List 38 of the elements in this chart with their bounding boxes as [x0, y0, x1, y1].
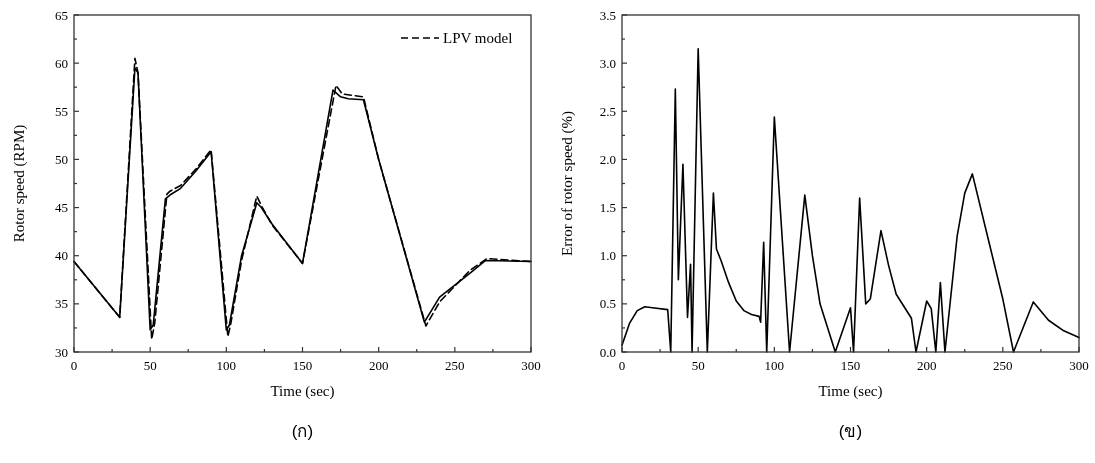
y-axis-title: Error of rotor speed (%)	[559, 111, 576, 256]
y-tick-label: 0.0	[599, 344, 616, 360]
legend-label: LPV model	[443, 30, 513, 46]
x-tick-label: 300	[1069, 358, 1089, 373]
text: (ข)	[838, 422, 863, 441]
y-tick-label: 60	[55, 55, 68, 71]
x-tick-label: 150	[292, 358, 313, 373]
y-tick-label: 45	[55, 200, 68, 216]
x-tick-label: 50	[691, 358, 705, 373]
x-tick-label: 250	[445, 358, 465, 373]
y-axis-title: Rotor speed (RPM)	[11, 124, 28, 243]
y-tick-label: 2.5	[599, 103, 616, 119]
y-tick-label: 3.5	[599, 7, 616, 23]
x-tick-label: 300	[521, 358, 541, 373]
x-tick-label: 250	[993, 358, 1013, 373]
x-tick-label: 200	[916, 358, 937, 373]
x-axis-title: Time (sec)	[818, 383, 883, 400]
x-tick-label: 0	[618, 358, 626, 373]
y-tick-label: 1.5	[599, 200, 616, 216]
y-tick-label: 1.0	[599, 248, 616, 264]
x-tick-label: 150	[840, 358, 861, 373]
y-tick-label: 40	[55, 248, 68, 264]
y-tick-label: 0.5	[599, 296, 616, 312]
y-tick-label: 65	[55, 7, 68, 23]
y-tick-label: 3.0	[599, 55, 616, 71]
y-tick-label: 55	[55, 103, 68, 119]
x-tick-label: 200	[368, 358, 389, 373]
x-tick-label: 0	[70, 358, 78, 373]
x-tick-label: 50	[143, 358, 157, 373]
y-tick-label: 35	[55, 296, 68, 312]
x-tick-label: 100	[764, 358, 785, 373]
y-tick-label: 50	[55, 151, 68, 167]
x-axis-title: Time (sec)	[270, 383, 335, 400]
text: (ก)	[291, 422, 314, 441]
y-tick-label: 30	[55, 344, 68, 360]
y-tick-label: 2.0	[599, 151, 616, 167]
line-series	[621, 47, 1080, 353]
x-tick-label: 100	[216, 358, 237, 373]
